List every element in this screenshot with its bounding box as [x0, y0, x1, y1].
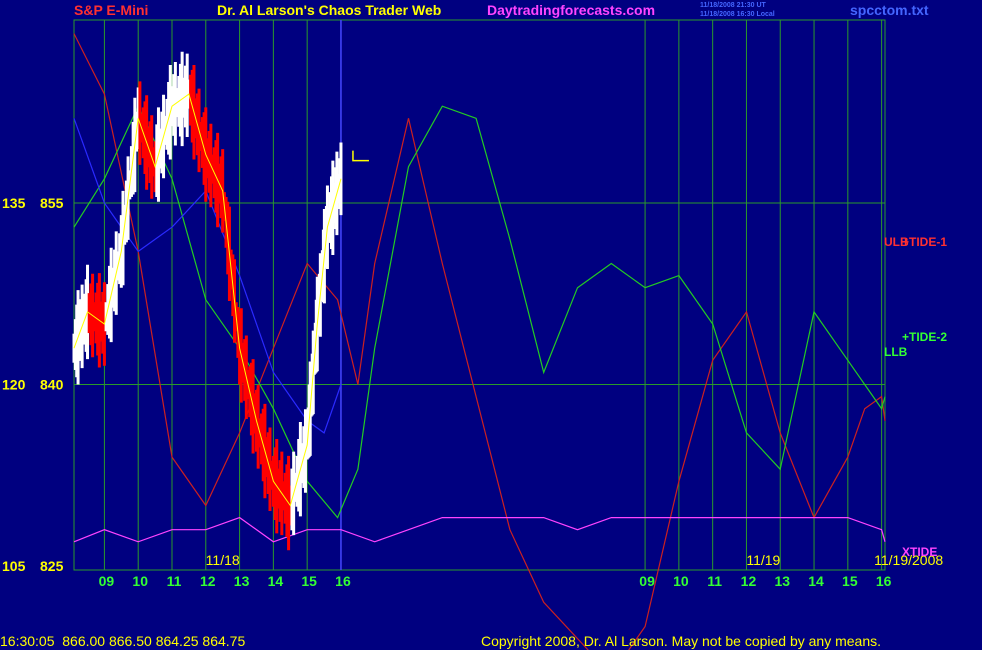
tide2-label: +TIDE-2	[902, 330, 947, 344]
x-tick-label: 12	[200, 573, 216, 589]
y-tick-label-right: 855	[40, 195, 64, 211]
x-tick-label: 14	[808, 573, 824, 589]
timestamp-ut: 11/18/2008 21:30 UT	[700, 2, 766, 9]
y-tick-label-right: 825	[40, 558, 64, 574]
ulb-label: ULB	[884, 235, 909, 249]
x-tick-label: 11	[707, 573, 722, 589]
copyright-notice: Copyright 2008, Dr. Al Larson. May not b…	[481, 633, 882, 649]
chart-labels: 09 10 11 12 13 14 15 16 09 10 11 12 13 14 15 16 135 855 12…	[2, 195, 947, 589]
series-line-smooth	[73, 93, 342, 507]
y-tick-label-right: 840	[40, 377, 64, 393]
x-tick-label: 13	[234, 573, 250, 589]
x-tick-label: 14	[268, 573, 284, 589]
last-price-marker	[352, 150, 369, 162]
y-tick-label-left: 105	[2, 558, 26, 574]
date-label: 11/19	[746, 552, 780, 568]
site-name[interactable]: Daytradingforecasts.com	[487, 2, 656, 18]
x-tick-label: 09	[639, 573, 655, 589]
symbol-title: S&P E-Mini	[74, 2, 149, 18]
data-file-name: spcctom.txt	[850, 2, 929, 18]
chart-title: Dr. Al Larson's Chaos Trader Web	[217, 2, 442, 18]
tide1-label: +TIDE-1	[902, 235, 947, 249]
x-tick-label: 13	[774, 573, 790, 589]
series-line-xtide	[73, 516, 886, 543]
date-label: 11/18	[206, 552, 240, 568]
y-tick-label-left: 135	[2, 195, 26, 211]
quote-readout: 16:30:05 866.00 866.50 864.25 864.75	[0, 633, 246, 649]
series-line-llb	[73, 104, 886, 519]
x-tick-label: 10	[132, 573, 148, 589]
y-tick-label-left: 120	[2, 377, 26, 393]
plot-frame	[73, 19, 886, 571]
series-line-ulb	[73, 33, 886, 650]
x-tick-label: 15	[301, 573, 317, 589]
x-tick-label: 09	[99, 573, 115, 589]
x-tick-label: 16	[876, 573, 892, 589]
date-label: 11/19/2008	[874, 552, 943, 568]
llb-label: LLB	[884, 345, 908, 359]
xtide-label: XTIDE	[902, 545, 937, 559]
timestamp-local: 11/18/2008 16:30 Local	[700, 11, 775, 18]
chart-grid	[73, 19, 886, 571]
x-tick-label: 12	[741, 573, 757, 589]
x-tick-label: 15	[842, 573, 858, 589]
x-tick-label: 16	[335, 573, 351, 589]
x-tick-label: 10	[673, 573, 689, 589]
x-tick-label: 11	[167, 573, 182, 589]
chart-series	[72, 33, 886, 650]
